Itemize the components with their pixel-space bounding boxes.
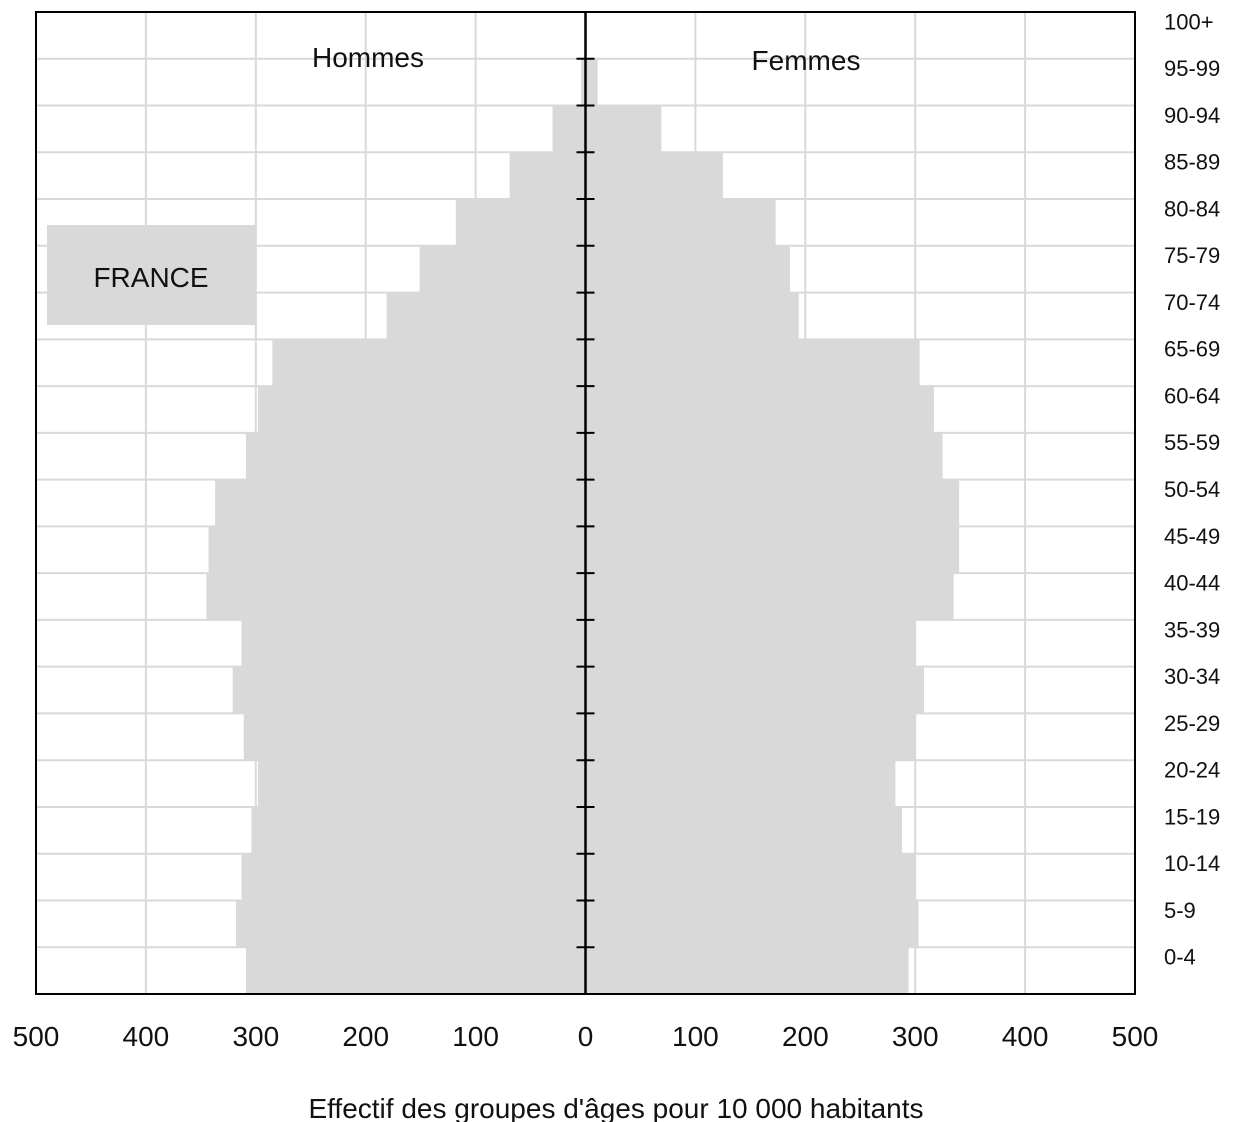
x-tick-label: 0 xyxy=(578,1021,594,1052)
category-label: 10-14 xyxy=(1164,851,1220,876)
category-label: 85-89 xyxy=(1164,150,1220,175)
category-label: 45-49 xyxy=(1164,524,1220,549)
x-tick-label: 200 xyxy=(342,1021,389,1052)
bar-femmes xyxy=(585,339,920,387)
bar-femmes xyxy=(585,947,909,994)
bar-femmes xyxy=(585,619,916,667)
bar-femmes xyxy=(585,292,799,340)
category-label: 95-99 xyxy=(1164,56,1220,81)
category-label: 20-24 xyxy=(1164,758,1220,783)
bar-hommes xyxy=(215,479,586,527)
x-tick-label: 500 xyxy=(1112,1021,1159,1052)
bar-hommes xyxy=(251,806,586,854)
x-tick-label: 400 xyxy=(123,1021,170,1052)
bar-hommes xyxy=(419,245,586,293)
category-label: 100+ xyxy=(1164,9,1214,34)
bar-hommes xyxy=(236,900,586,948)
bar-hommes xyxy=(455,199,586,246)
category-label: 70-74 xyxy=(1164,290,1220,315)
category-label: 60-64 xyxy=(1164,383,1220,408)
bar-hommes xyxy=(552,105,586,153)
bar-femmes xyxy=(585,152,723,200)
bar-hommes xyxy=(509,152,586,200)
category-label: 55-59 xyxy=(1164,430,1220,455)
category-label: 65-69 xyxy=(1164,337,1220,362)
bar-femmes xyxy=(585,760,896,807)
category-label: 30-34 xyxy=(1164,664,1220,689)
category-label: 50-54 xyxy=(1164,477,1220,502)
x-tick-label: 300 xyxy=(232,1021,279,1052)
bar-femmes xyxy=(585,58,598,106)
bar-hommes xyxy=(208,526,586,574)
category-label: 35-39 xyxy=(1164,617,1220,642)
bar-hommes xyxy=(257,386,586,433)
x-tick-label: 100 xyxy=(672,1021,719,1052)
bar-femmes xyxy=(585,853,916,901)
series-label-hommes: Hommes xyxy=(312,42,424,73)
annotation-box xyxy=(47,225,255,325)
bar-femmes xyxy=(585,479,960,527)
x-tick-label: 100 xyxy=(452,1021,499,1052)
annotation-label: FRANCE xyxy=(93,262,208,293)
bar-hommes xyxy=(241,853,586,901)
bar-femmes xyxy=(585,105,662,153)
bars xyxy=(206,12,960,994)
bar-femmes xyxy=(585,432,943,480)
bar-hommes xyxy=(232,666,586,714)
bar-femmes xyxy=(585,900,919,948)
x-tick-label: 200 xyxy=(782,1021,829,1052)
bar-femmes xyxy=(585,526,960,574)
bar-femmes xyxy=(585,806,903,854)
bar-femmes xyxy=(585,199,776,246)
category-label: 90-94 xyxy=(1164,103,1220,128)
x-tick-label: 400 xyxy=(1002,1021,1049,1052)
category-label: 80-84 xyxy=(1164,196,1220,221)
bar-femmes xyxy=(585,386,934,433)
category-label: 75-79 xyxy=(1164,243,1220,268)
bar-hommes xyxy=(245,947,586,994)
bar-hommes xyxy=(245,432,586,480)
category-label: 5-9 xyxy=(1164,898,1196,923)
x-axis-label: Effectif des groupes d'âges pour 10 000 … xyxy=(308,1093,923,1122)
bar-hommes xyxy=(243,713,586,761)
labels: 500 400 300 200 100 0 100 200 300 400 500 0-4 5-9 10-… xyxy=(13,9,1221,1052)
bar-femmes xyxy=(585,713,916,761)
bar-hommes xyxy=(581,58,586,106)
axes xyxy=(35,11,1136,995)
bar-hommes xyxy=(386,292,586,340)
bar-femmes xyxy=(585,573,954,620)
category-label: 25-29 xyxy=(1164,711,1220,736)
x-tick-label: 500 xyxy=(13,1021,60,1052)
bar-hommes xyxy=(206,573,586,620)
series-label-femmes: Femmes xyxy=(752,45,861,76)
bar-hommes xyxy=(241,619,586,667)
bar-femmes xyxy=(585,245,790,293)
category-label: 15-19 xyxy=(1164,804,1220,829)
bar-hommes xyxy=(272,339,586,387)
category-label: 0-4 xyxy=(1164,945,1196,970)
x-tick-label: 300 xyxy=(892,1021,939,1052)
bar-hommes xyxy=(257,760,586,807)
category-label: 40-44 xyxy=(1164,571,1220,596)
bar-femmes xyxy=(585,666,924,714)
